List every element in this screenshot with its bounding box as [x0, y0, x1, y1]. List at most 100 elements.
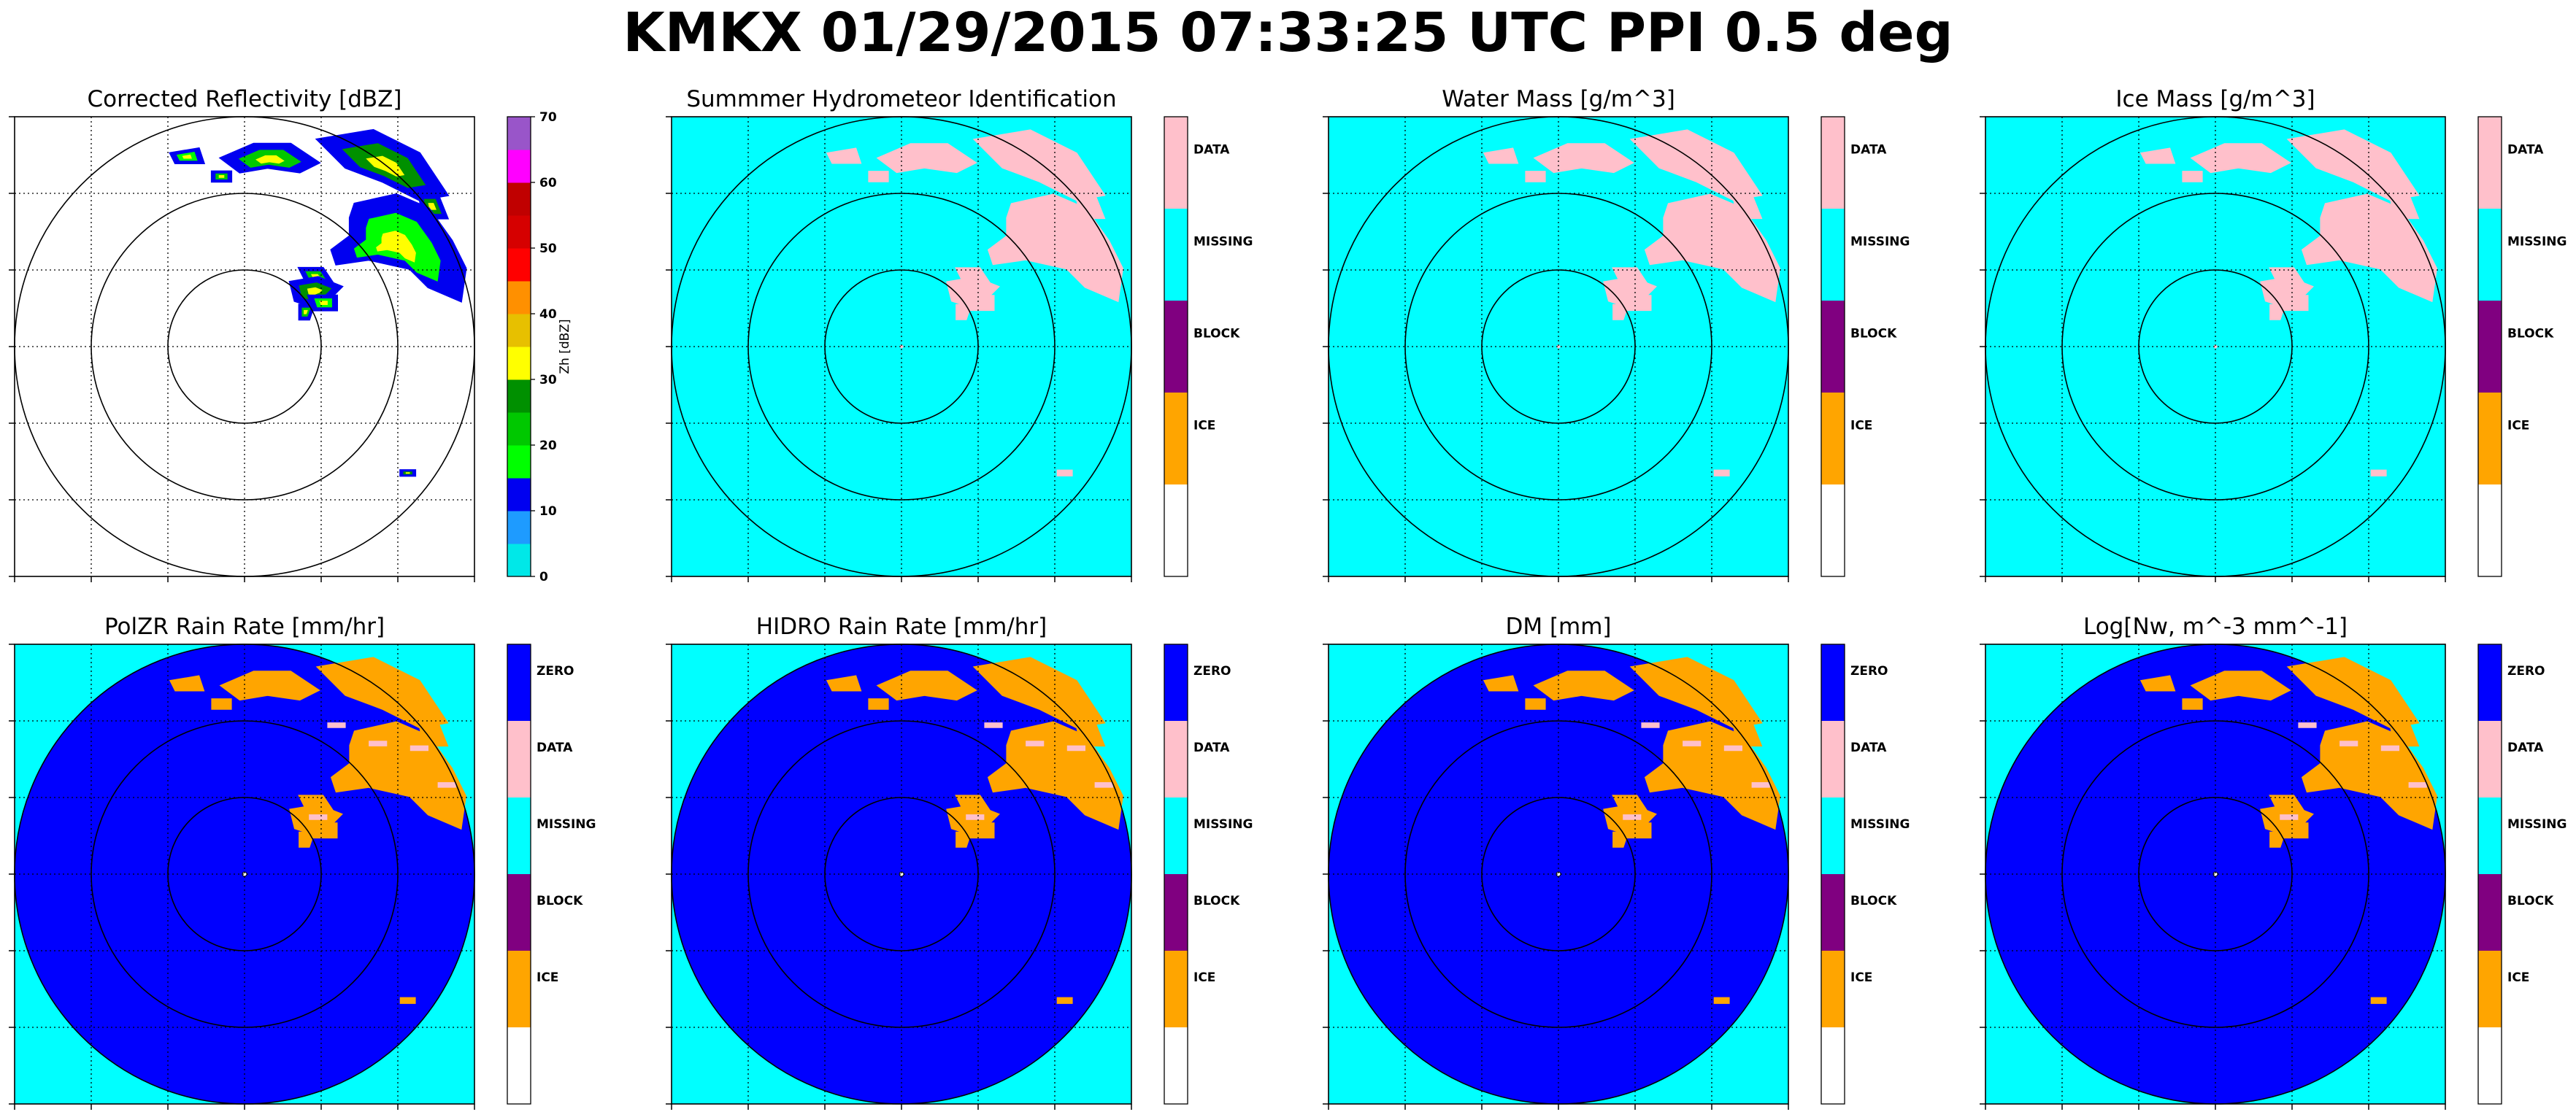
colorbar-label-missing: MISSING	[1193, 234, 1253, 249]
panel-ice-mass-g-m-3: DATA MISSING BLOCK ICE	[1980, 116, 2567, 582]
range-ring-2	[2061, 720, 2369, 1028]
echo-2	[826, 675, 862, 692]
panel-title-polzr-rain-rate: PolZR Rain Rate [mm/hr]	[104, 614, 385, 640]
plot-frame	[1328, 644, 1789, 1105]
colorbar-segment	[507, 445, 531, 479]
colorbar-segment-block	[2478, 874, 2502, 951]
echo-0	[876, 143, 977, 174]
colorbar-tick-label: 40	[539, 307, 557, 322]
colorbar-label: Zh [dBZ]	[558, 319, 572, 374]
echo-3	[211, 698, 232, 710]
echo-data-patch-0	[327, 722, 346, 728]
echo-data-patch-2	[1066, 745, 1085, 752]
colorbar-frame	[2477, 116, 2502, 577]
colorbar-label-data: DATA	[537, 741, 573, 755]
colorbar-segment-data	[1821, 721, 1845, 798]
echo-10	[1056, 997, 1073, 1004]
colorbar-label-zero: ZERO	[1193, 664, 1231, 679]
colorbar-label-ice: ICE	[1193, 970, 1215, 985]
echo-10	[1056, 469, 1073, 476]
colorbar-label-missing: MISSING	[537, 817, 596, 832]
colorbar-segment-missing	[2478, 209, 2502, 301]
echo-3	[2182, 171, 2203, 182]
colorbar-label-ice: ICE	[2507, 970, 2529, 985]
colorbar-segment	[507, 412, 531, 446]
colorbar-segment	[507, 314, 531, 347]
colorbar-segment-empty	[1821, 484, 1845, 577]
colorbar-segment-ice	[1164, 951, 1188, 1028]
colorbar-label-block: BLOCK	[2507, 326, 2554, 341]
colorbar-segment	[507, 281, 531, 314]
colorbar-frame	[507, 116, 531, 577]
panel-dm-mm: ZERO DATA MISSING BLOCK ICE	[1323, 644, 1910, 1110]
colorbar-tick-label: 0	[539, 570, 548, 584]
colorbar-segment-missing	[2478, 797, 2502, 875]
colorbar-label-missing: MISSING	[1850, 817, 1910, 832]
panel-title-hydrometeor-id: Summmer Hydrometeor Identification	[686, 86, 1117, 112]
colorbar-frame	[1820, 644, 1845, 1105]
colorbar-label-ice: ICE	[2507, 418, 2529, 433]
colorbar-segment-empty	[2478, 484, 2502, 577]
panel-water-mass-g-m-3: DATA MISSING BLOCK ICE	[1323, 116, 1910, 582]
panel-title-water-mass: Water Mass [g/m^3]	[1442, 86, 1675, 112]
colorbar-frame	[1164, 116, 1188, 577]
echo-data-patch-2	[410, 745, 428, 752]
echo-2	[1483, 675, 1519, 692]
plot-frame	[1328, 116, 1789, 577]
colorbar-segment-empty	[507, 1027, 531, 1105]
colorbar-segment-data	[507, 721, 531, 798]
echo-0	[2190, 671, 2291, 701]
panel-summmer-hydrometeor-identification: DATA MISSING BLOCK ICE	[666, 116, 1253, 582]
panel-polzr-rain-rate-mm-hr: ZERO DATA MISSING BLOCK ICE	[9, 644, 596, 1110]
plot-frame	[671, 116, 1132, 577]
colorbar-segment-missing	[1821, 797, 1845, 875]
colorbar-segment-zero	[507, 644, 531, 722]
echo-data-patch-3	[1751, 782, 1770, 788]
colorbar-tick-label: 70	[539, 110, 557, 125]
colorbar-segment-ice	[1821, 393, 1845, 485]
panel-title-log-nw: Log[Nw, m^-3 mm^-1]	[2083, 614, 2348, 640]
colorbar-label-block: BLOCK	[1193, 326, 1240, 341]
colorbar-segment-block	[507, 874, 531, 951]
colorbar-label-missing: MISSING	[2507, 817, 2567, 832]
echo-data-patch-4	[2280, 814, 2299, 820]
colorbar-segment	[507, 347, 531, 380]
range-ring-2	[91, 720, 399, 1028]
echo-data-patch-4	[966, 814, 985, 820]
colorbar-label-missing: MISSING	[2507, 234, 2567, 249]
echo-peak-5	[376, 231, 416, 263]
colorbar-label-block: BLOCK	[1850, 326, 1897, 341]
echo-10	[1713, 469, 1730, 476]
colorbar-segment	[507, 248, 531, 282]
plot-frame	[671, 644, 1132, 1105]
colorbar-segment-missing	[507, 797, 531, 875]
colorbar-label-block: BLOCK	[1193, 894, 1240, 908]
colorbar-segment-empty	[1821, 1027, 1845, 1105]
echo-0	[1533, 143, 1634, 174]
colorbar-tick-label: 30	[539, 373, 557, 387]
colorbar-segment	[507, 544, 531, 577]
range-ring-2	[747, 193, 1056, 501]
echo-3	[2182, 698, 2203, 710]
echo-10	[399, 997, 416, 1004]
echo-0	[219, 671, 320, 701]
echo-data-patch-0	[1641, 722, 1660, 728]
panel-title-dm: DM [mm]	[1505, 614, 1612, 640]
echo-3	[1525, 698, 1546, 710]
echo-peak-2	[182, 154, 192, 159]
range-ring-2	[1404, 720, 1712, 1028]
colorbar-frame	[1164, 644, 1188, 1105]
colorbar-frame	[2477, 644, 2502, 1105]
colorbar-segment-data	[1821, 117, 1845, 209]
echo-peak-1	[366, 155, 405, 177]
colorbar-segment-ice	[1164, 393, 1188, 485]
panel-hidro-rain-rate-mm-hr: ZERO DATA MISSING BLOCK ICE	[666, 644, 1253, 1110]
echo-data-patch-3	[2408, 782, 2427, 788]
colorbar-segment-empty	[1164, 484, 1188, 577]
colorbar-label-zero: ZERO	[2507, 664, 2545, 679]
colorbar-segment	[507, 215, 531, 249]
colorbar-segment-empty	[1164, 1027, 1188, 1105]
colorbar-segment	[507, 150, 531, 183]
colorbar-segment-block	[1821, 874, 1845, 951]
